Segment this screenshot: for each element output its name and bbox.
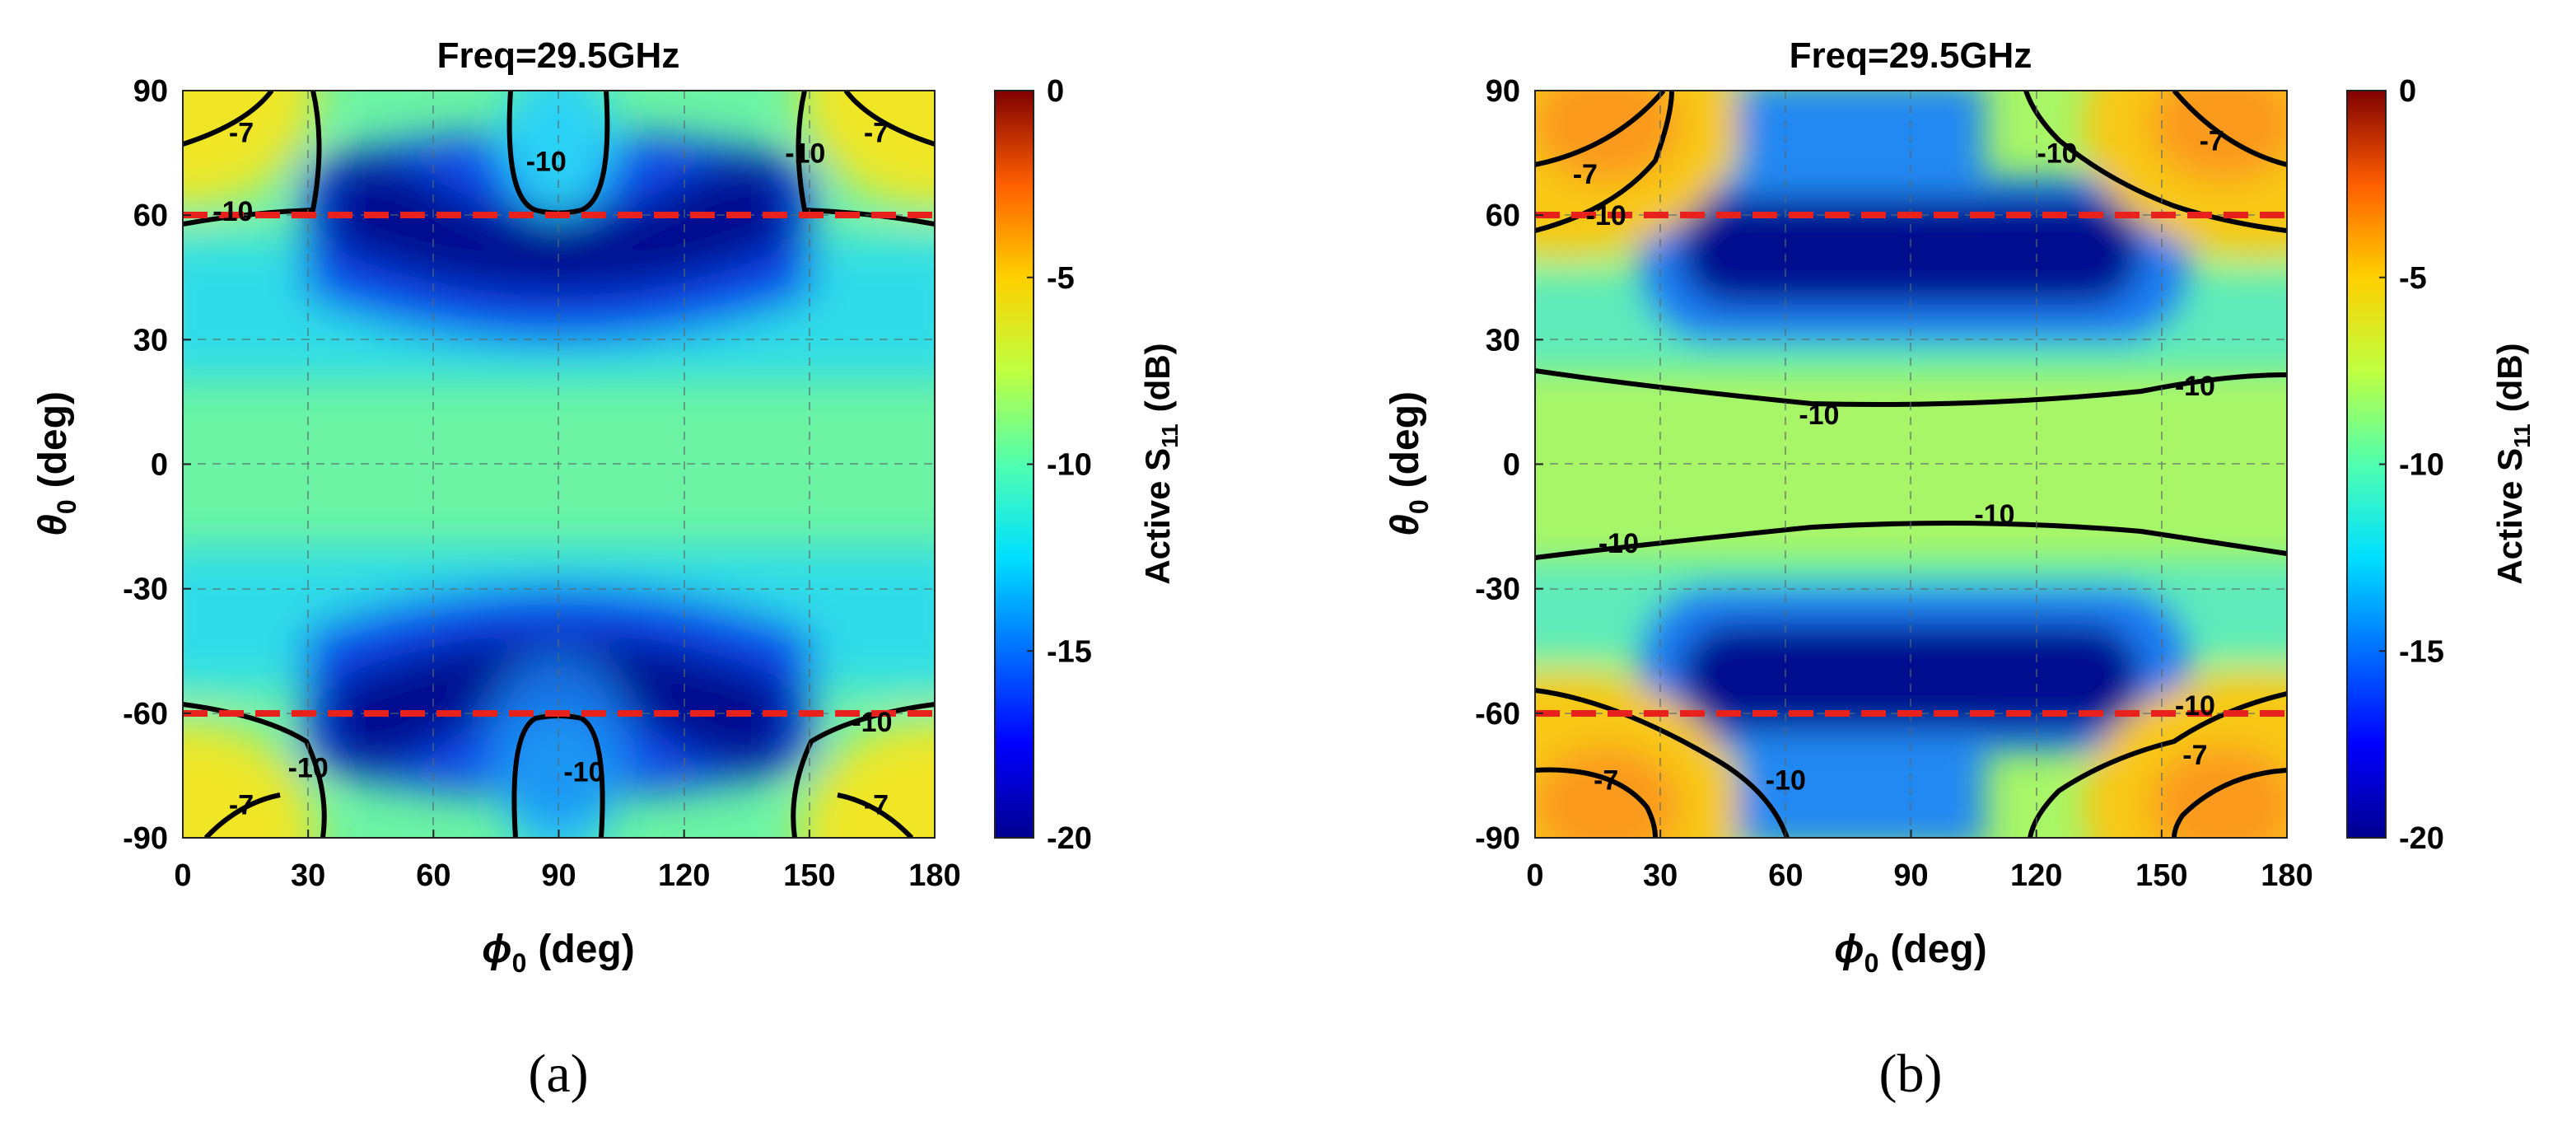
contour-label: -7 — [864, 790, 889, 821]
x-tick-label: 150 — [783, 858, 835, 893]
x-tick-label: 30 — [1643, 858, 1678, 893]
x-tick-labels-b: 0 30 60 90 120 150 180 — [1526, 830, 2313, 893]
colorbar-tick-labels-b: 0 -5 -10 -15 -20 — [2379, 74, 2444, 856]
contour-label: -10 — [563, 756, 604, 788]
x-tick-label: 0 — [174, 858, 191, 893]
colorbar-tick-label: -10 — [1047, 448, 1092, 483]
x-tick-label: 120 — [658, 858, 710, 893]
contour-label: -10 — [785, 138, 825, 170]
heatmap-field-a: -7 -7 -7 -7 -10 -10 -10 -10 -10 -10 — [183, 91, 935, 838]
contour-label: -7 — [1573, 159, 1598, 190]
contour-label: -10 — [1766, 764, 1806, 796]
x-tick-label: 60 — [1768, 858, 1803, 893]
y-tick-label: 30 — [1486, 323, 1520, 358]
contour-label: -7 — [2182, 740, 2207, 771]
colorbar-tick-label: -15 — [2399, 634, 2444, 669]
x-tick-label: 30 — [291, 858, 325, 893]
y-tick-labels-a: 90 60 30 0 -30 -60 -90 — [123, 74, 191, 856]
y-tick-label: -90 — [1475, 821, 1520, 856]
y-tick-label: 90 — [1486, 74, 1520, 109]
y-tick-label: -60 — [123, 697, 168, 732]
contour-label: -10 — [2175, 690, 2215, 722]
chart-title-a: Freq=29.5GHz — [437, 35, 680, 76]
y-axis-label-b: θ0(deg) — [1384, 391, 1434, 536]
panel-label-b: (b) — [1879, 1044, 1943, 1104]
contour-label: -10 — [1799, 400, 1839, 431]
colorbar-label-a: Active S11(dB) — [1138, 343, 1183, 584]
panel-b: -7 -7 -10 -10 -10 -10 -10 -10 -10 -10 -7 -7 Freq=29… — [1384, 35, 2535, 1104]
y-tick-label: 90 — [133, 74, 168, 109]
contour-label: -10 — [1586, 200, 1626, 231]
colorbar-tick-label: -20 — [2399, 821, 2444, 856]
contour-label: -7 — [229, 117, 254, 148]
y-axis-label-a: θ0(deg) — [31, 391, 82, 536]
contour-label: -7 — [229, 790, 254, 821]
y-tick-label: -60 — [1475, 697, 1520, 732]
x-tick-label: 180 — [908, 858, 960, 893]
panel-a: -7 -7-7 -7-10 -10-10-10 -10-10 Freq=29.5GHz … — [31, 35, 1183, 1104]
y-tick-label: 0 — [151, 448, 168, 483]
x-tick-label: 0 — [1526, 858, 1543, 893]
y-tick-label: -90 — [123, 821, 168, 856]
colorbar-tick-label: -5 — [2399, 261, 2427, 296]
contour-label: -7 — [1594, 764, 1618, 796]
colorbar-tick-label: -10 — [2399, 448, 2444, 483]
x-tick-label: 180 — [2261, 858, 2312, 893]
contour-label: -10 — [212, 196, 253, 227]
y-tick-label: -30 — [1475, 573, 1520, 607]
contour-label: -10 — [288, 752, 329, 783]
colorbar-tick-label: 0 — [1047, 74, 1064, 109]
contour-label: -7 — [2200, 125, 2224, 157]
colorbar-tick-label: -15 — [1047, 634, 1092, 669]
x-tick-label: 150 — [2135, 858, 2187, 893]
colorbar-tick-label: -5 — [1047, 261, 1075, 296]
y-tick-labels-b: 90 60 30 0 -30 -60 -90 — [1475, 74, 1543, 856]
colorbar-tick-label: -20 — [1047, 821, 1092, 856]
panel-label-a: (a) — [528, 1044, 588, 1104]
contour-label: -10 — [2037, 138, 2077, 170]
x-tick-label: 90 — [1893, 858, 1928, 893]
contour-label: -10 — [1974, 499, 2014, 531]
x-tick-label: 90 — [541, 858, 576, 893]
x-axis-label-b: ϕ0 (deg) — [1834, 928, 1986, 978]
x-tick-label: 120 — [2010, 858, 2062, 893]
contour-label: -10 — [2175, 371, 2215, 402]
y-tick-label: 60 — [133, 199, 168, 233]
contour-labels-a: -7 -7 -7 -7 -10 -10 -10 -10 -10 -10 — [212, 117, 892, 820]
x-axis-label-a: ϕ0 (deg) — [482, 928, 634, 978]
contour-label: -7 — [864, 117, 889, 148]
colorbar-label-b: Active S11(dB) — [2490, 343, 2535, 584]
x-tick-labels-a: 0 30 60 90 120 150 180 — [174, 830, 961, 893]
y-tick-label: 30 — [133, 323, 168, 358]
y-tick-label: -30 — [123, 573, 168, 607]
contour-label: -10 — [852, 707, 892, 738]
x-tick-label: 60 — [416, 858, 450, 893]
contour-label: -10 — [1598, 528, 1639, 559]
y-tick-label: 60 — [1486, 199, 1520, 233]
contour-labels-b: -7 -7 -10 -10 -10 -10 -10 -10 -10 -10 -7 -7 — [1573, 125, 2224, 796]
colorbar-tick-label: 0 — [2399, 74, 2416, 109]
colorbar-tick-labels-a: 0 -5 -10 -15 -20 — [1027, 74, 1092, 856]
chart-title-b: Freq=29.5GHz — [1790, 35, 2032, 76]
contour-label: -10 — [526, 147, 567, 178]
y-tick-label: 0 — [1503, 448, 1520, 483]
heatmap-field-b: -7 -7 -10 -10 -10 -10 -10 -10 -10 -10 -7 -7 — [1535, 91, 2287, 838]
